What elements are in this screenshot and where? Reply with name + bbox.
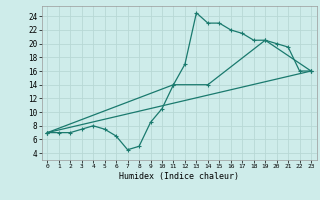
- X-axis label: Humidex (Indice chaleur): Humidex (Indice chaleur): [119, 172, 239, 181]
